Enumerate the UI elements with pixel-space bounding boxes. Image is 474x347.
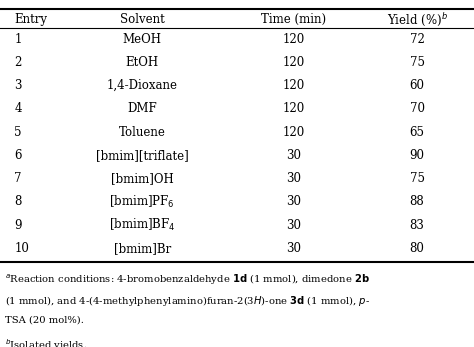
Text: 30: 30 xyxy=(286,172,301,185)
Text: [bmim][triflate]: [bmim][triflate] xyxy=(96,149,189,162)
Text: 80: 80 xyxy=(410,242,425,255)
Text: 120: 120 xyxy=(283,126,305,139)
Text: 83: 83 xyxy=(410,219,425,232)
Text: Yield (%)$^{b}$: Yield (%)$^{b}$ xyxy=(387,11,447,27)
Text: $^{b}$Isolated yields.: $^{b}$Isolated yields. xyxy=(5,337,87,347)
Text: DMF: DMF xyxy=(128,102,157,116)
Text: [bmim]OH: [bmim]OH xyxy=(111,172,173,185)
Text: 10: 10 xyxy=(14,242,29,255)
Text: 75: 75 xyxy=(410,172,425,185)
Text: 120: 120 xyxy=(283,56,305,69)
Text: 120: 120 xyxy=(283,102,305,116)
Text: 30: 30 xyxy=(286,219,301,232)
Text: 70: 70 xyxy=(410,102,425,116)
Text: 6: 6 xyxy=(14,149,22,162)
Text: 7: 7 xyxy=(14,172,22,185)
Text: 3: 3 xyxy=(14,79,22,92)
Text: $^{a}$Reaction conditions: 4-bromobenzaldehyde $\mathbf{1d}$ (1 mmol), dimedone : $^{a}$Reaction conditions: 4-bromobenzal… xyxy=(5,272,370,287)
Text: [bmim]PF$_6$: [bmim]PF$_6$ xyxy=(109,194,175,210)
Text: [bmim]BF$_4$: [bmim]BF$_4$ xyxy=(109,217,175,233)
Text: 60: 60 xyxy=(410,79,425,92)
Text: Solvent: Solvent xyxy=(120,12,164,26)
Text: 9: 9 xyxy=(14,219,22,232)
Text: Toluene: Toluene xyxy=(119,126,165,139)
Text: 90: 90 xyxy=(410,149,425,162)
Text: 1: 1 xyxy=(14,33,22,46)
Text: 75: 75 xyxy=(410,56,425,69)
Text: 30: 30 xyxy=(286,242,301,255)
Text: (1 mmol), and 4-(4-methylphenylamino)furan-2(3$H$)-one $\mathbf{3d}$ (1 mmol), $: (1 mmol), and 4-(4-methylphenylamino)fur… xyxy=(5,294,370,308)
Text: 8: 8 xyxy=(14,195,22,209)
Text: 120: 120 xyxy=(283,33,305,46)
Text: 30: 30 xyxy=(286,149,301,162)
Text: EtOH: EtOH xyxy=(126,56,159,69)
Text: 4: 4 xyxy=(14,102,22,116)
Text: 65: 65 xyxy=(410,126,425,139)
Text: Entry: Entry xyxy=(14,12,47,26)
Text: 30: 30 xyxy=(286,195,301,209)
Text: 120: 120 xyxy=(283,79,305,92)
Text: 5: 5 xyxy=(14,126,22,139)
Text: Time (min): Time (min) xyxy=(261,12,327,26)
Text: 88: 88 xyxy=(410,195,425,209)
Text: [bmim]Br: [bmim]Br xyxy=(114,242,171,255)
Text: MeOH: MeOH xyxy=(123,33,162,46)
Text: 1,4-Dioxane: 1,4-Dioxane xyxy=(107,79,178,92)
Text: 72: 72 xyxy=(410,33,425,46)
Text: TSA (20 mol%).: TSA (20 mol%). xyxy=(5,315,83,324)
Text: 2: 2 xyxy=(14,56,22,69)
